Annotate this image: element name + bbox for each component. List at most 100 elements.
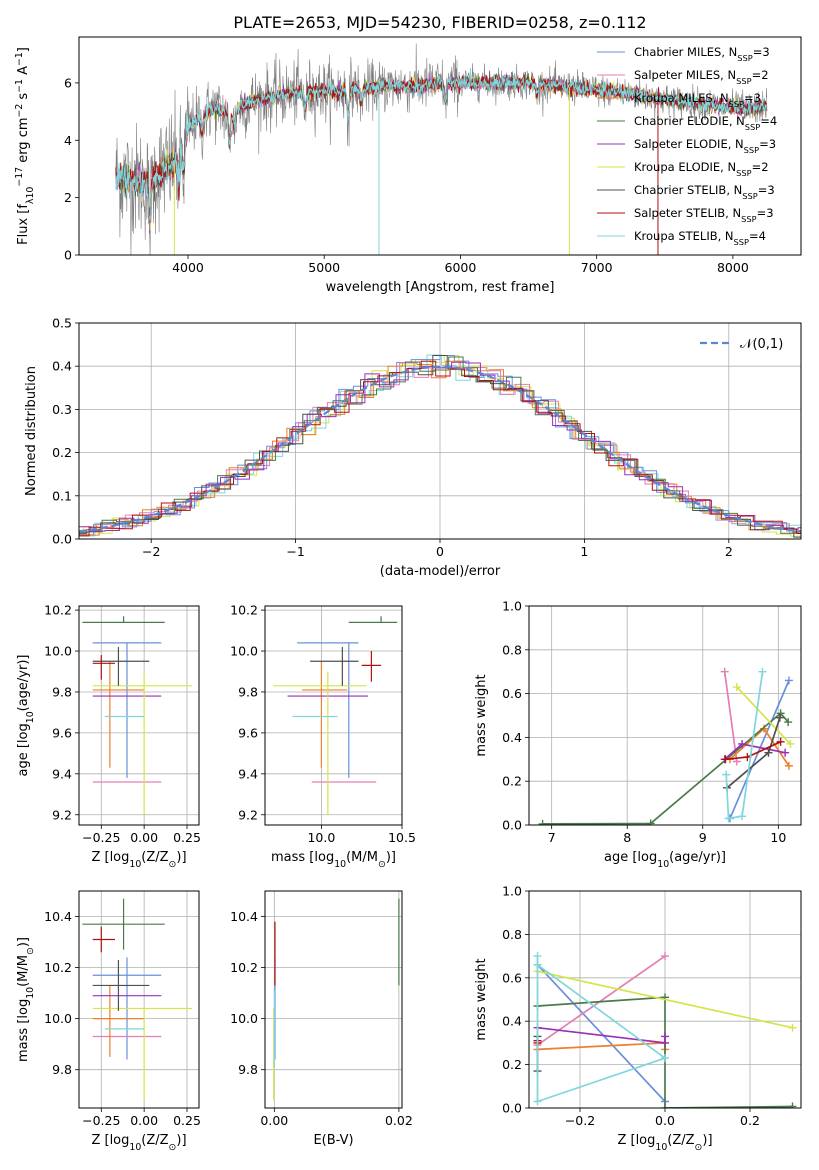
plot-area [533, 952, 797, 1108]
y-tick-label: 0.0 [502, 1101, 522, 1116]
weight-line [736, 686, 792, 745]
axes-border [264, 890, 403, 1109]
x-axis-label-part: (data-model)/error [380, 564, 501, 579]
legend-entry-part: SSP [741, 214, 756, 224]
x-axis-label-part: age [log [604, 850, 657, 865]
weight-marker [784, 718, 793, 727]
axes-border [264, 605, 403, 826]
y-axis-label-part: A [16, 66, 31, 79]
legend-entry-part: =2 [752, 68, 769, 82]
y-tick-label: 9.4 [52, 766, 72, 781]
legend-entry: Salpeter ELODIE, NSSP=3 [634, 137, 776, 155]
y-axis-label: mass [log10(M/M⊙)] [16, 937, 36, 1062]
weight-marker [661, 1032, 669, 1041]
weight-marker [758, 667, 767, 676]
y-tick-label: 0.8 [502, 642, 522, 657]
x-tick-label: 10 [770, 830, 786, 845]
x-axis-label: age [log10(age/yr)] [604, 850, 726, 870]
y-tick-label: 0.2 [502, 774, 522, 789]
y-tick-label: 9.2 [238, 807, 258, 822]
y-tick-label: 10.2 [44, 960, 72, 975]
y-tick-label: 1.0 [502, 884, 522, 899]
weight-marker [738, 812, 747, 821]
y-tick-label: 0.6 [502, 970, 522, 985]
x-tick-label: 2 [725, 544, 733, 559]
y-axis-label-part: −1 [14, 52, 25, 66]
y-tick-label: 10.0 [44, 1011, 72, 1026]
x-axis-label-part: Z [log [91, 850, 129, 865]
x-axis-label-part: ⊙ [695, 1142, 703, 1153]
weight-marker [533, 960, 542, 969]
errorbar-point-series-6 [92, 646, 150, 686]
errorbar-point-series-7 [361, 651, 382, 682]
y-tick-label: 0.4 [52, 359, 72, 374]
x-tick-label: 10.5 [388, 830, 416, 845]
x-tick-label: 0.00 [130, 1113, 158, 1128]
x-tick-label: −0.25 [82, 830, 120, 845]
weight-marker [661, 1054, 669, 1063]
y-axis-label-part: −2 [14, 104, 25, 118]
x-axis-label-part: mass [log [271, 850, 334, 865]
x-tick-label: 9 [699, 830, 707, 845]
x-tick-label: −1 [286, 544, 304, 559]
legend-entry-part: Chabrier ELODIE, N [634, 114, 745, 128]
weight-marker [661, 952, 669, 961]
panel-age-vs-z: −0.25 0.00 0.259.29.49.69.810.010.2Z [log1… [16, 603, 201, 870]
plot-area [79, 354, 801, 538]
y-tick-label: 9.2 [52, 807, 72, 822]
errorbar-point-series-5 [92, 671, 193, 815]
y-tick-label: 4 [64, 133, 72, 148]
legend-entry: Salpeter STELIB, NSSP=3 [634, 206, 774, 224]
y-axis-label: mass weight [474, 958, 489, 1040]
axes-frame: −2 −1 0 1 2 0.0 0.1 0.2 0.3 0.4 0.5 (data-model)/er… [24, 316, 802, 579]
axes-frame: −0.25 0.00 0.259.29.49.69.810.010.2Z [log1… [16, 603, 201, 870]
x-tick-label: 0.0 [655, 1113, 675, 1128]
x-axis-label-part: (M/M [346, 850, 378, 865]
legend-entry-part: Chabrier MILES, N [634, 45, 737, 59]
plot-area [538, 667, 795, 825]
legend-entry-part: Kroupa STELIB, N [634, 229, 734, 243]
weight-line [723, 671, 738, 762]
x-tick-label: 0 [436, 544, 444, 559]
panel-age-vs-mass: 10.0 10.5 9.2 9.4 9.6 9.8 10.0 10.2 mass [log10(… [230, 603, 416, 870]
axes-border [528, 890, 802, 1109]
x-axis-label-part: )] [386, 850, 396, 865]
y-tick-label: 10.0 [44, 644, 72, 659]
x-tick-label: 10.0 [307, 830, 335, 845]
panel-mass-vs-ebv: 0.00 0.02 9.8 10.0 10.2 10.4 E(B-V) [230, 890, 413, 1148]
legend-entry-part: SSP [734, 237, 749, 247]
y-tick-label: 0.2 [502, 1057, 522, 1072]
histogram-series-6 [79, 355, 801, 538]
errorbar-point-series-5 [273, 671, 367, 815]
axes-border [78, 322, 802, 540]
legend-entry-part: Kroupa MILES, N [634, 91, 729, 105]
panel-spectrum: 4000 5000 6000 7000 8000 0 2 4 6 wavelength [Angs… [14, 36, 802, 295]
legend-entry-part: SSP [736, 168, 751, 178]
normal-reference-curve [79, 365, 801, 533]
model-spectrum-series-8 [115, 68, 767, 222]
x-tick-label: 0.02 [385, 1113, 413, 1128]
x-axis-label-part: ⊙ [378, 859, 386, 870]
y-axis-label-part: s [16, 93, 31, 104]
weight-marker [738, 739, 747, 748]
weight-series-1 [720, 667, 741, 766]
weight-marker [788, 1023, 797, 1032]
y-axis-label: mass weight [474, 674, 489, 756]
y-axis-label-part: mass [log [16, 999, 31, 1062]
legend-entry: Kroupa MILES, NSSP=3 [634, 91, 761, 109]
weight-line [536, 956, 667, 1103]
y-tick-label: 9.6 [52, 725, 72, 740]
legend-entry: Chabrier ELODIE, NSSP=4 [634, 114, 777, 132]
y-tick-label: 1.0 [502, 599, 522, 614]
x-axis-label-part: 10 [129, 859, 141, 870]
y-tick-label: 0.0 [502, 818, 522, 833]
errorbar-point-series-3 [82, 616, 165, 623]
legend-entry-part: =3 [757, 206, 774, 220]
y-tick-label: 10.2 [230, 960, 258, 975]
weight-marker [764, 748, 773, 757]
weight-marker [720, 667, 729, 676]
x-tick-label: 8 [623, 830, 631, 845]
weight-series-8 [533, 952, 669, 1106]
y-tick-label: 0.4 [502, 1014, 522, 1029]
axes-border [78, 890, 200, 1109]
